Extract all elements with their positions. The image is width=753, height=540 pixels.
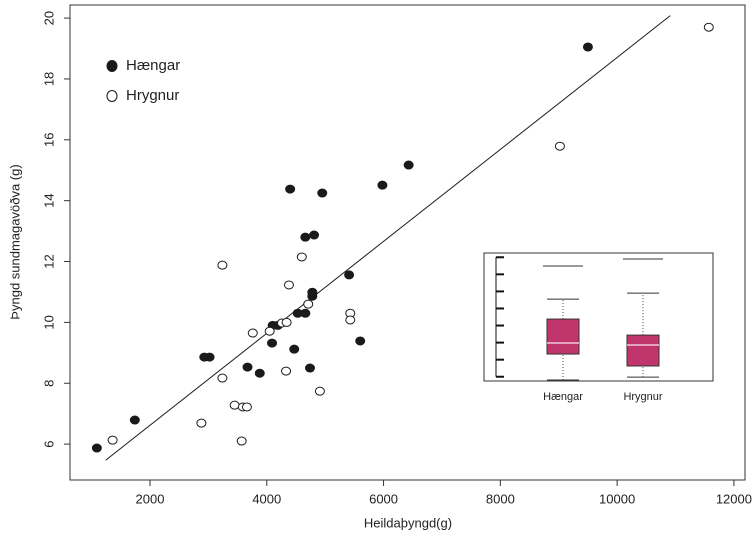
data-point bbox=[377, 180, 388, 190]
data-point bbox=[289, 344, 300, 354]
legend-label: Hængar bbox=[126, 57, 180, 74]
data-point bbox=[554, 141, 565, 151]
legend-label: Hrygnur bbox=[126, 87, 179, 104]
y-tick-label: 8 bbox=[41, 380, 56, 387]
data-point bbox=[236, 436, 247, 446]
data-point bbox=[91, 443, 102, 453]
data-point bbox=[309, 230, 320, 240]
data-point bbox=[304, 363, 315, 373]
data-point bbox=[307, 287, 318, 297]
y-tick-label: 12 bbox=[41, 254, 56, 268]
data-point bbox=[264, 326, 275, 336]
data-point bbox=[247, 328, 258, 338]
box bbox=[546, 318, 580, 355]
legend-marker bbox=[106, 90, 118, 102]
data-point bbox=[129, 415, 140, 425]
data-point bbox=[281, 366, 292, 376]
data-point bbox=[355, 336, 366, 346]
y-tick-label: 20 bbox=[41, 11, 56, 25]
data-point bbox=[267, 338, 278, 348]
data-point bbox=[241, 402, 252, 412]
x-tick-label: 8000 bbox=[486, 491, 515, 506]
data-point bbox=[229, 400, 240, 410]
inset-frame bbox=[483, 252, 714, 382]
x-tick-label: 10000 bbox=[599, 491, 635, 506]
x-tick-label: 2000 bbox=[136, 491, 165, 506]
data-point bbox=[314, 386, 325, 396]
data-point bbox=[317, 188, 328, 198]
x-axis-label: Heildaþyngd(g) bbox=[364, 515, 452, 530]
data-point bbox=[403, 160, 414, 170]
legend-marker bbox=[106, 60, 118, 72]
data-point bbox=[303, 299, 314, 309]
data-point bbox=[344, 270, 355, 280]
data-point bbox=[196, 418, 207, 428]
data-point bbox=[296, 252, 307, 262]
data-point bbox=[217, 260, 228, 270]
x-tick-label: 6000 bbox=[369, 491, 398, 506]
box bbox=[626, 334, 660, 367]
x-tick-label: 4000 bbox=[252, 491, 281, 506]
plot-frame bbox=[69, 4, 746, 481]
data-point bbox=[217, 373, 228, 383]
x-tick-label: Hængar bbox=[543, 391, 583, 403]
data-point bbox=[345, 315, 356, 325]
y-tick-label: 6 bbox=[41, 440, 56, 447]
data-point bbox=[283, 280, 294, 290]
data-point bbox=[285, 184, 296, 194]
data-point bbox=[242, 362, 253, 372]
data-point bbox=[254, 368, 265, 378]
y-tick-label: 18 bbox=[41, 72, 56, 86]
y-axis-label: Þyngd sundmagavöðva (g) bbox=[7, 164, 22, 319]
y-tick-label: 14 bbox=[41, 193, 56, 207]
x-tick-label: Hrygnur bbox=[623, 391, 662, 403]
x-tick-label: 12000 bbox=[716, 491, 752, 506]
data-point bbox=[107, 435, 118, 445]
y-tick-label: 10 bbox=[41, 315, 56, 329]
y-tick-label: 16 bbox=[41, 133, 56, 147]
data-point bbox=[582, 42, 593, 52]
data-point bbox=[300, 308, 311, 318]
fit-line bbox=[105, 15, 671, 461]
data-point bbox=[300, 232, 311, 242]
data-point bbox=[281, 317, 292, 327]
data-point bbox=[204, 352, 215, 362]
data-point bbox=[703, 22, 714, 32]
